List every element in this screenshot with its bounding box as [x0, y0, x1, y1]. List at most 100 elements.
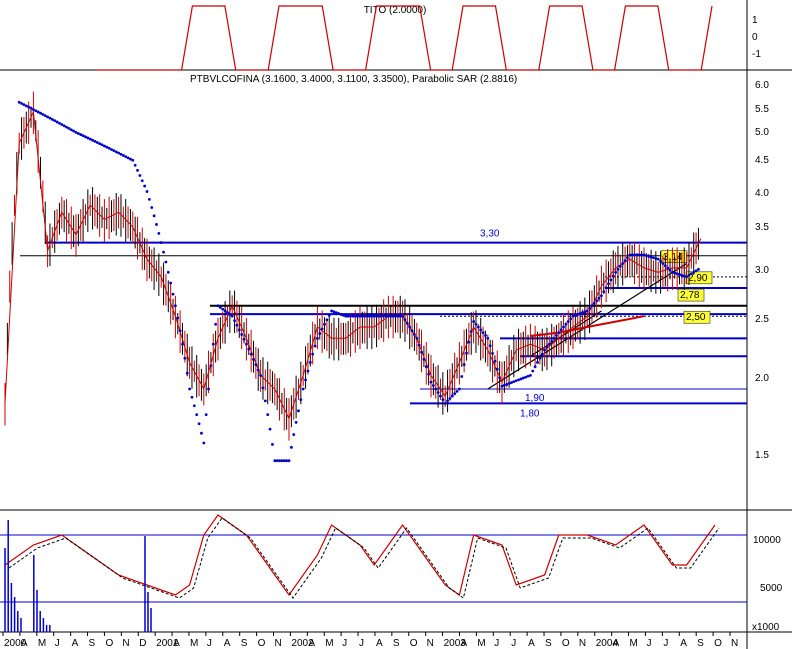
sar-dot [202, 441, 206, 445]
level-label: 3,14 [663, 252, 683, 263]
sar-dot [72, 129, 76, 133]
sar-dot [65, 125, 68, 129]
sar-dot [569, 317, 573, 321]
level-label-box [677, 288, 705, 302]
sar-dot [133, 163, 137, 167]
sar-dot [427, 372, 431, 376]
x-tick-label: A [224, 638, 231, 649]
sar-dot [562, 325, 565, 329]
sar-dot [100, 143, 104, 147]
sar-dot [164, 260, 168, 264]
sar-dot [398, 314, 402, 318]
sar-dot [500, 384, 504, 388]
sar-dot [233, 319, 236, 323]
sar-dot [413, 333, 416, 336]
x-tick-label: S [545, 638, 552, 649]
sar-dot [564, 322, 568, 326]
x-tick-label: S [241, 638, 248, 649]
sar-dot [547, 342, 551, 346]
sar-dot [571, 314, 575, 318]
sar-dot [458, 387, 461, 391]
sar-dot [32, 108, 35, 111]
sar-dot [138, 174, 142, 177]
sar-dot [621, 262, 625, 265]
x-tick-label: J [342, 638, 347, 649]
sar-dot [389, 314, 393, 318]
tito-title: TITO (2.0000) [364, 5, 427, 16]
sar-dot [479, 328, 483, 332]
sar-dot [178, 329, 182, 333]
sar-dot [685, 275, 688, 279]
sar-dot [98, 142, 102, 146]
x-tick-label: J [663, 638, 668, 649]
sar-dot [441, 398, 445, 402]
x-tick-label: 2003 [444, 638, 467, 649]
sar-dot [680, 273, 684, 277]
sar-dot [27, 105, 31, 109]
sar-dot [552, 336, 556, 340]
x-tick-label: 2004 [596, 638, 619, 649]
volume-unit-label: x1000 [752, 622, 780, 633]
sar-dot [460, 375, 464, 378]
sar-dot [450, 394, 454, 398]
sar-dot [308, 361, 312, 364]
sar-dot [114, 150, 118, 154]
sar-dot [540, 352, 544, 356]
tito-tick-label: 0 [752, 32, 758, 43]
sar-dot [446, 399, 449, 403]
sar-dot [379, 314, 383, 318]
osc-tick-label: 10000 [753, 535, 781, 546]
price-tick-label: 6.0 [755, 80, 769, 91]
sar-dot [183, 356, 187, 360]
sar-dot [24, 104, 28, 108]
sar-dot [311, 352, 315, 356]
sar-dot [185, 371, 189, 375]
x-tick-label: M [38, 638, 46, 649]
sar-dot [259, 373, 262, 377]
sar-dot [573, 313, 577, 317]
sar-dot [604, 286, 608, 290]
sar-dot [145, 190, 149, 193]
sar-dot [188, 387, 192, 391]
sar-dot [271, 443, 274, 446]
x-tick-label: 2002 [291, 638, 314, 649]
sar-dot [424, 365, 428, 369]
sar-dot [292, 433, 296, 436]
x-tick-label: S [697, 638, 704, 649]
x-tick-label: A [173, 638, 180, 649]
tito-y-ticks: 1 0 -1 [752, 15, 761, 60]
price-tick-label: 5.0 [755, 127, 769, 138]
sar-dot [294, 421, 298, 424]
level-label: 1,90 [525, 393, 545, 404]
sar-dot [195, 413, 199, 417]
sar-dot [235, 323, 239, 327]
sar-dot [207, 387, 210, 391]
sar-dot [394, 314, 397, 318]
sar-dot [330, 309, 333, 313]
sar-dot [498, 376, 502, 380]
sar-dot [462, 363, 466, 366]
sar-dot [642, 253, 646, 257]
sar-dot [550, 339, 554, 343]
sar-dot [346, 314, 350, 318]
sar-dot [237, 328, 241, 332]
sar-dot [358, 314, 362, 318]
sar-dot [538, 356, 542, 360]
sar-dot [491, 351, 494, 355]
sar-dot [448, 397, 452, 400]
sar-dot [353, 314, 357, 318]
sar-dot [417, 343, 421, 347]
sar-dot [616, 267, 620, 271]
price-line [4, 110, 702, 420]
osc-tick-label: 5000 [760, 583, 783, 594]
level-label: 2,50 [686, 312, 706, 323]
sar-dot [472, 320, 475, 323]
sar-dot [323, 322, 326, 326]
sar-dot [694, 269, 698, 273]
x-tick-label: A [21, 638, 28, 649]
sar-dot [136, 168, 139, 172]
x-tick-label: J [207, 638, 212, 649]
sar-dot [223, 309, 227, 313]
sar-dot [529, 373, 532, 377]
